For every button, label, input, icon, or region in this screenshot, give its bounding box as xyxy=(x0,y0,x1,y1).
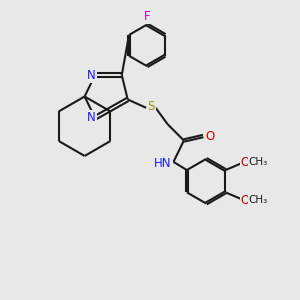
Text: S: S xyxy=(148,100,155,113)
Text: O: O xyxy=(205,130,214,142)
Text: N: N xyxy=(87,69,96,82)
Text: CH₃: CH₃ xyxy=(248,157,268,167)
Text: CH₃: CH₃ xyxy=(248,195,268,206)
Text: O: O xyxy=(241,155,250,169)
Text: N: N xyxy=(87,111,96,124)
Text: F: F xyxy=(144,10,150,23)
Text: HN: HN xyxy=(154,157,172,170)
Text: O: O xyxy=(241,194,250,207)
